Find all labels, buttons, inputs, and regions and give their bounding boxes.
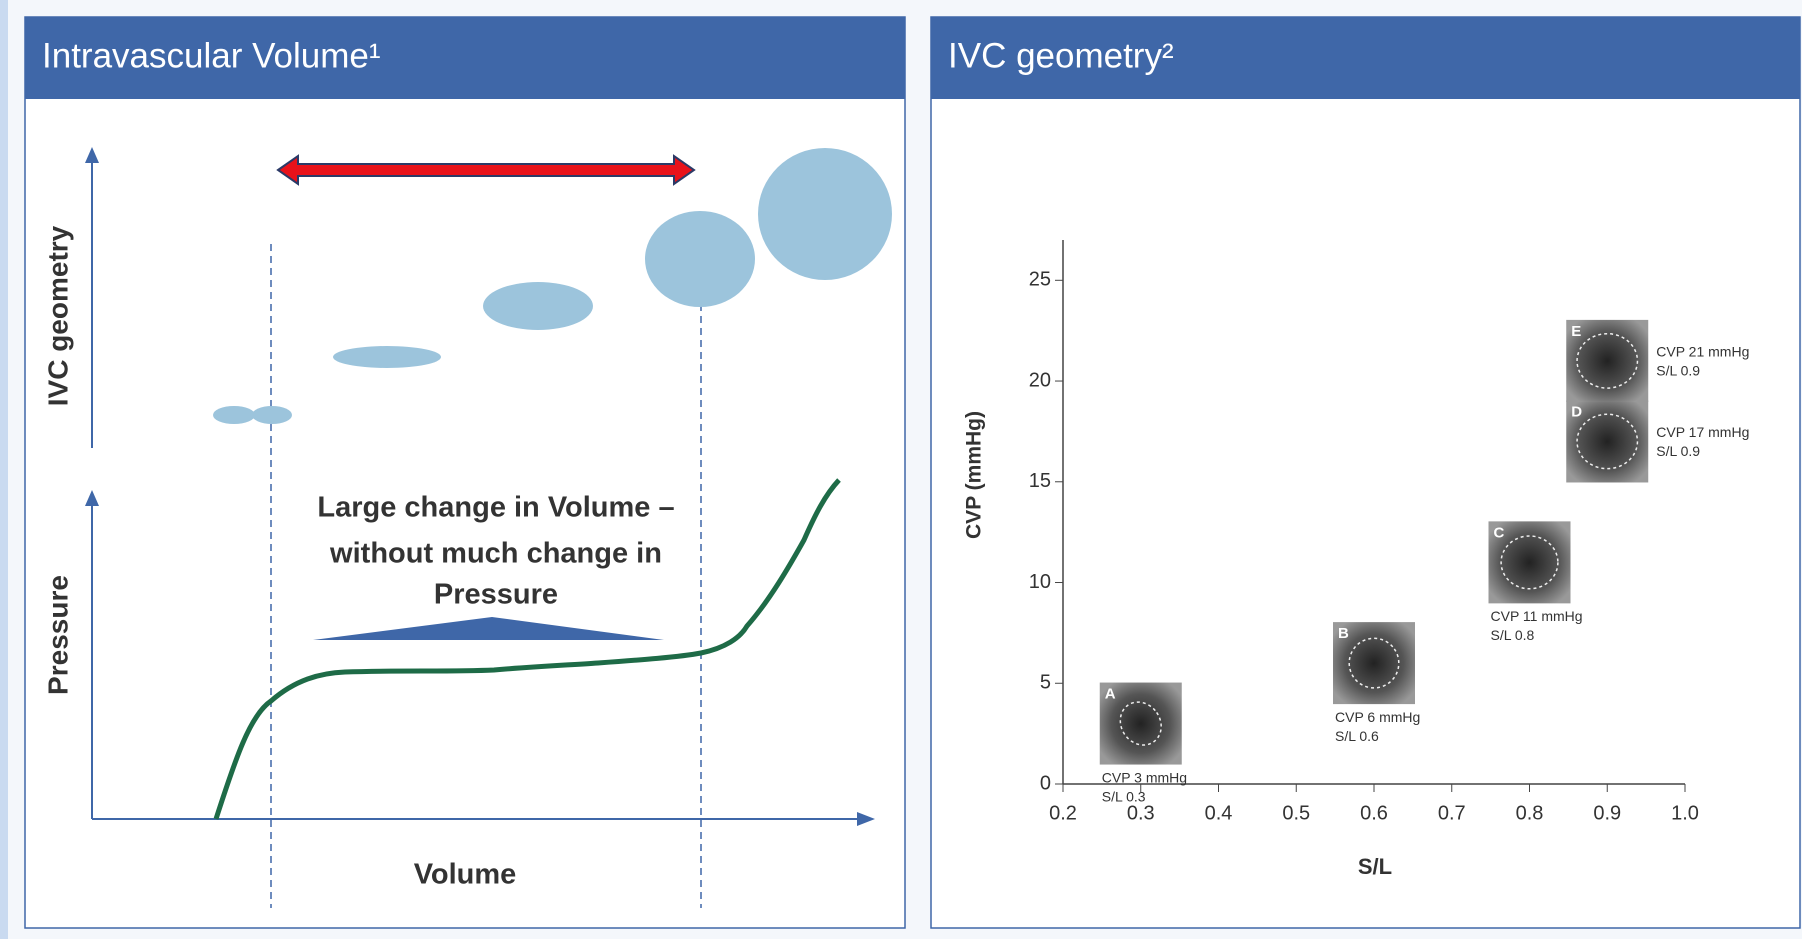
point-label: CVP 17 mmHg (1656, 424, 1749, 440)
edge-strip (0, 0, 8, 939)
y-tick-label: 5 (1040, 672, 1051, 694)
ivc-outline (1500, 535, 1559, 590)
pressure-curve (213, 478, 841, 820)
y-tick-label: 15 (1029, 470, 1051, 492)
y-label: Pressure (42, 575, 73, 695)
point-label: S/L 0.9 (1656, 443, 1700, 459)
x-tick-label: 0.9 (1593, 802, 1621, 824)
diagram-axes (91, 155, 865, 820)
right-title: IVC geometry² (948, 36, 1174, 75)
ultrasound-thumbnail (1566, 319, 1649, 402)
x-axis-title: S/L (1358, 854, 1392, 879)
y-tick-label: 25 (1029, 269, 1051, 291)
right-header (931, 17, 1800, 99)
range-arrow (276, 154, 696, 186)
point-label: S/L 0.3 (1102, 788, 1146, 804)
x-tick-label: 0.5 (1282, 802, 1310, 824)
left-header (25, 17, 905, 99)
point-letter: A (1105, 686, 1116, 703)
x-tick-label: 0.3 (1127, 802, 1155, 824)
x-tick-label: 0.2 (1049, 802, 1077, 824)
y-label: IVC geometry (42, 225, 73, 406)
ultrasound-thumbnail (1099, 682, 1182, 765)
left-panel (24, 16, 906, 929)
ivc-shapes (213, 148, 892, 424)
point-letter: E (1571, 323, 1581, 340)
ultrasound-thumbnail (1488, 521, 1571, 604)
point-label: S/L 0.6 (1335, 728, 1379, 744)
ivc-outline (1576, 332, 1639, 389)
y-tick-label: 0 (1040, 772, 1051, 794)
left-title: Intravascular Volume¹ (42, 36, 380, 75)
y-tick-label: 20 (1029, 369, 1051, 391)
point-label: CVP 21 mmHg (1656, 344, 1749, 360)
point-label: S/L 0.9 (1656, 363, 1700, 379)
ultrasound-thumbnail (1333, 622, 1415, 705)
annotation: Pressure (434, 579, 558, 611)
point-letter: C (1494, 524, 1505, 541)
point-letter: B (1338, 625, 1349, 642)
x-tick-label: 0.7 (1438, 802, 1466, 824)
point-label: CVP 11 mmHg (1491, 608, 1583, 624)
x-tick-label: 0.6 (1360, 802, 1388, 824)
x-tick-label: 1.0 (1671, 802, 1699, 824)
x-tick-label: 0.8 (1516, 802, 1544, 824)
ultrasound-thumbnail (1566, 400, 1649, 483)
point-label: CVP 3 mmHg (1102, 769, 1187, 785)
ivc-outline (1348, 637, 1400, 689)
annotation: Large change in Volume – (317, 492, 674, 524)
dashed-guides (270, 244, 702, 908)
point-label: CVP 6 mmHg (1335, 709, 1420, 725)
y-axis-title: CVP (mmHg) (963, 411, 986, 539)
point-label: S/L 0.8 (1491, 627, 1535, 643)
x-tick-label: 0.4 (1205, 802, 1233, 824)
annotation: without much change in (329, 538, 662, 570)
y-tick-label: 10 (1029, 571, 1051, 593)
right-panel (930, 16, 1801, 929)
flat-triangle (313, 617, 664, 640)
ivc-outline (1576, 413, 1639, 470)
x-label: Volume (414, 859, 517, 891)
point-letter: D (1571, 403, 1582, 420)
scatter-chart: 0.2 0.3 0.4 0.5 0.6 0.7 0.8 0.9 1.0 0 5 10 15 20 25 A CV… (1029, 240, 1749, 824)
